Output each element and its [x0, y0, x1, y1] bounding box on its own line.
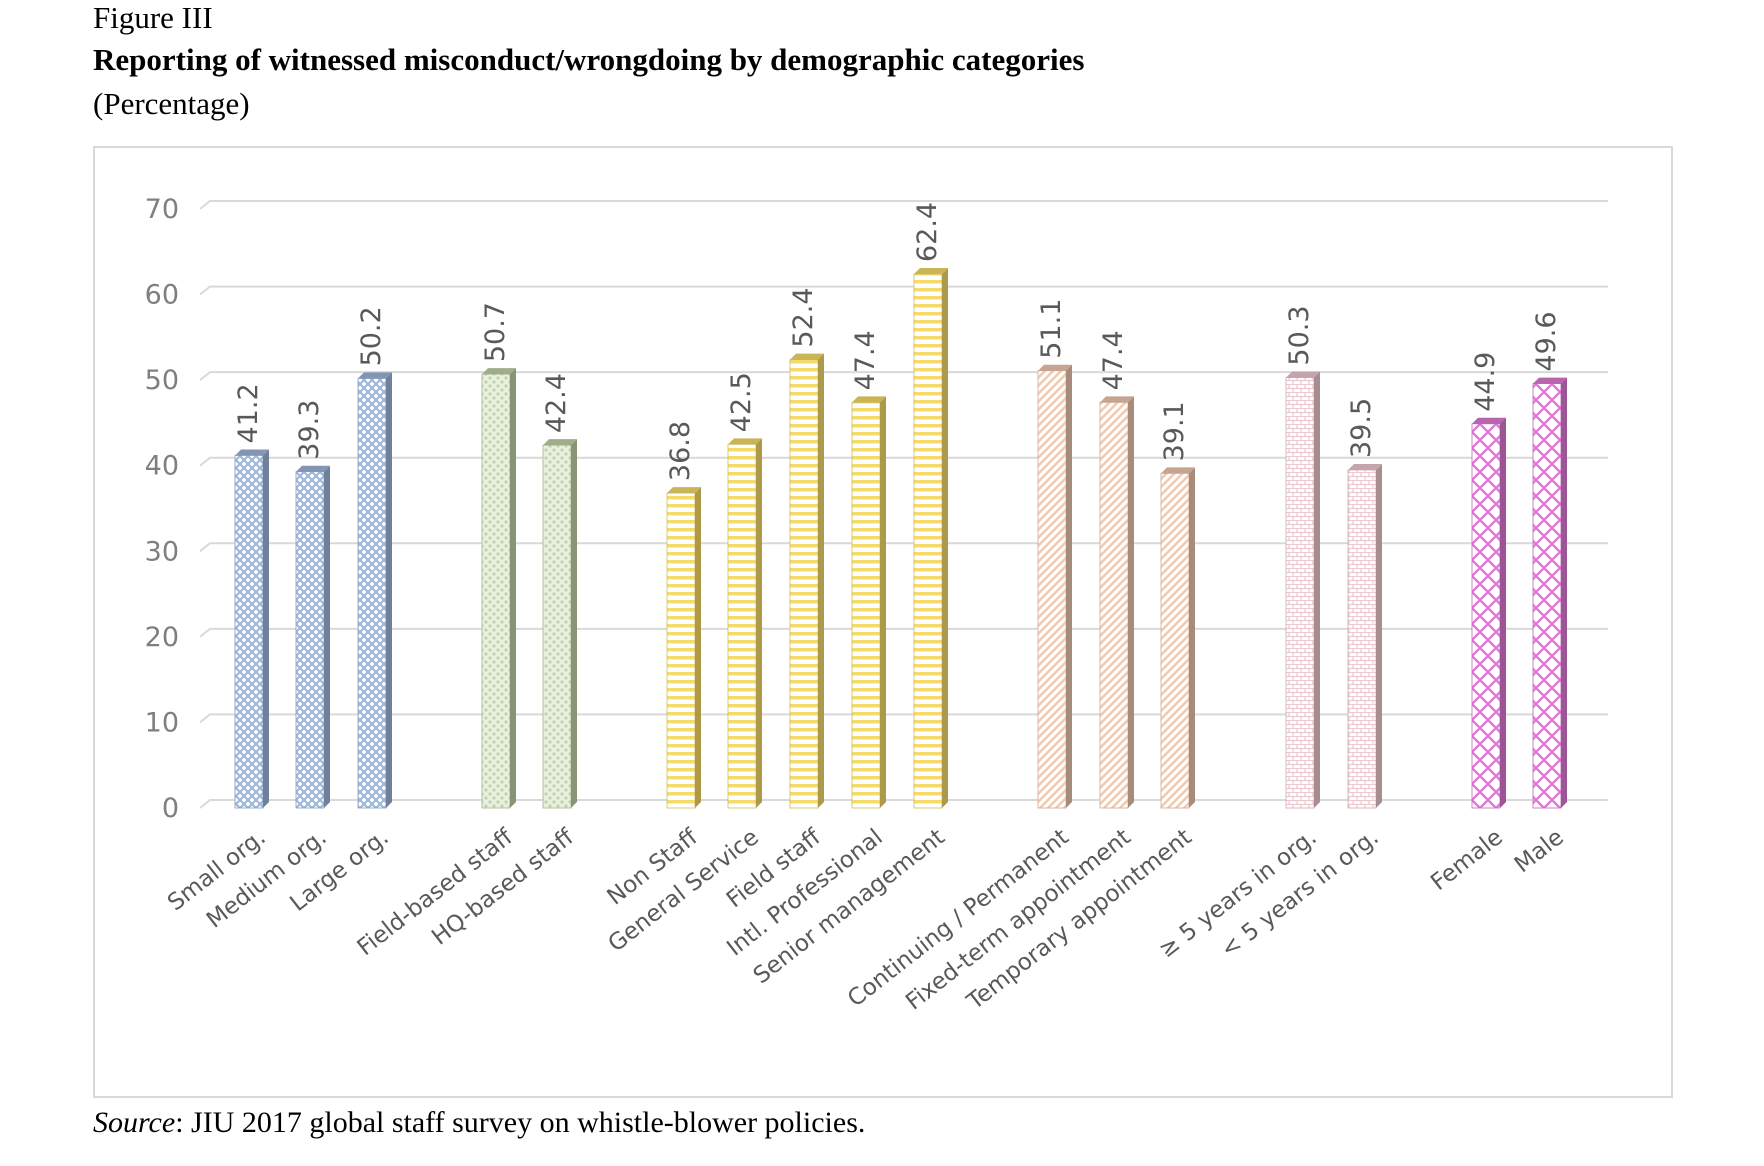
y-tick-label: 10	[145, 707, 179, 738]
bar	[789, 353, 824, 809]
bar	[1471, 417, 1506, 809]
bar	[913, 268, 948, 809]
bar	[727, 438, 762, 809]
gridline	[199, 627, 1608, 638]
data-label: 39.5	[1346, 398, 1377, 458]
bar	[481, 368, 516, 809]
bar	[1532, 377, 1567, 809]
data-label: 47.4	[1098, 330, 1129, 390]
data-label: 50.2	[356, 306, 387, 366]
gridline	[199, 285, 1608, 296]
source-note: Source: JIU 2017 global staff survey on …	[93, 1106, 865, 1140]
bar	[234, 449, 269, 809]
y-tick-label: 70	[145, 194, 179, 225]
gridline	[199, 371, 1608, 381]
y-tick-label: 40	[145, 451, 179, 482]
data-label: 51.1	[1036, 299, 1067, 359]
x-tick-label: Female	[1426, 824, 1508, 896]
gridline	[199, 799, 1608, 809]
x-tick-label: Male	[1510, 824, 1569, 878]
data-label: 49.6	[1531, 311, 1562, 371]
gridline	[199, 200, 1608, 210]
data-label: 44.9	[1470, 352, 1501, 412]
bar	[357, 372, 392, 809]
data-label: 62.4	[912, 202, 943, 262]
category-labels: Small org.Medium org.Large org.Field-bas…	[163, 824, 1569, 1016]
source-prefix: Source	[93, 1106, 176, 1139]
data-label: 52.4	[788, 287, 819, 347]
bar	[1037, 364, 1072, 809]
bar	[542, 439, 577, 809]
y-tick-label: 0	[162, 793, 179, 824]
bar	[295, 465, 330, 809]
chart-unit: (Percentage)	[93, 86, 250, 121]
source-text: : JIU 2017 global staff survey on whistl…	[175, 1106, 866, 1139]
y-axis-ticks: 0 10 20 30 40 50 60 70	[145, 194, 179, 824]
data-label: 39.1	[1159, 401, 1190, 461]
gridline	[199, 713, 1608, 724]
bar	[1285, 371, 1320, 809]
data-label: 50.7	[480, 302, 511, 362]
chart-title: Reporting of witnessed misconduct/wrongd…	[93, 42, 1085, 77]
bar	[666, 487, 701, 809]
data-label: 42.4	[541, 373, 572, 433]
gridlines	[199, 200, 1608, 809]
chart-frame	[93, 146, 1673, 1098]
data-label: 39.3	[294, 400, 325, 460]
y-tick-label: 50	[145, 365, 179, 396]
y-tick-label: 30	[145, 536, 179, 567]
gridline	[199, 456, 1608, 467]
data-label: 47.4	[850, 330, 881, 390]
bars	[234, 268, 1567, 809]
y-tick-label: 20	[145, 622, 179, 653]
data-label: 42.5	[726, 372, 757, 432]
y-tick-label: 60	[145, 280, 179, 311]
data-labels: 41.2 39.3 50.2 50.7 42.4 36.8 42.5 52.4 47.4 62.4…	[233, 202, 1562, 481]
bar	[1099, 396, 1134, 809]
gridline	[199, 542, 1608, 553]
data-label: 36.8	[665, 421, 696, 481]
figure-label: Figure III	[93, 0, 213, 35]
bar	[1347, 463, 1382, 809]
bar	[1160, 467, 1195, 809]
data-label: 50.3	[1284, 305, 1315, 365]
data-label: 41.2	[233, 383, 264, 443]
bar	[851, 396, 886, 809]
